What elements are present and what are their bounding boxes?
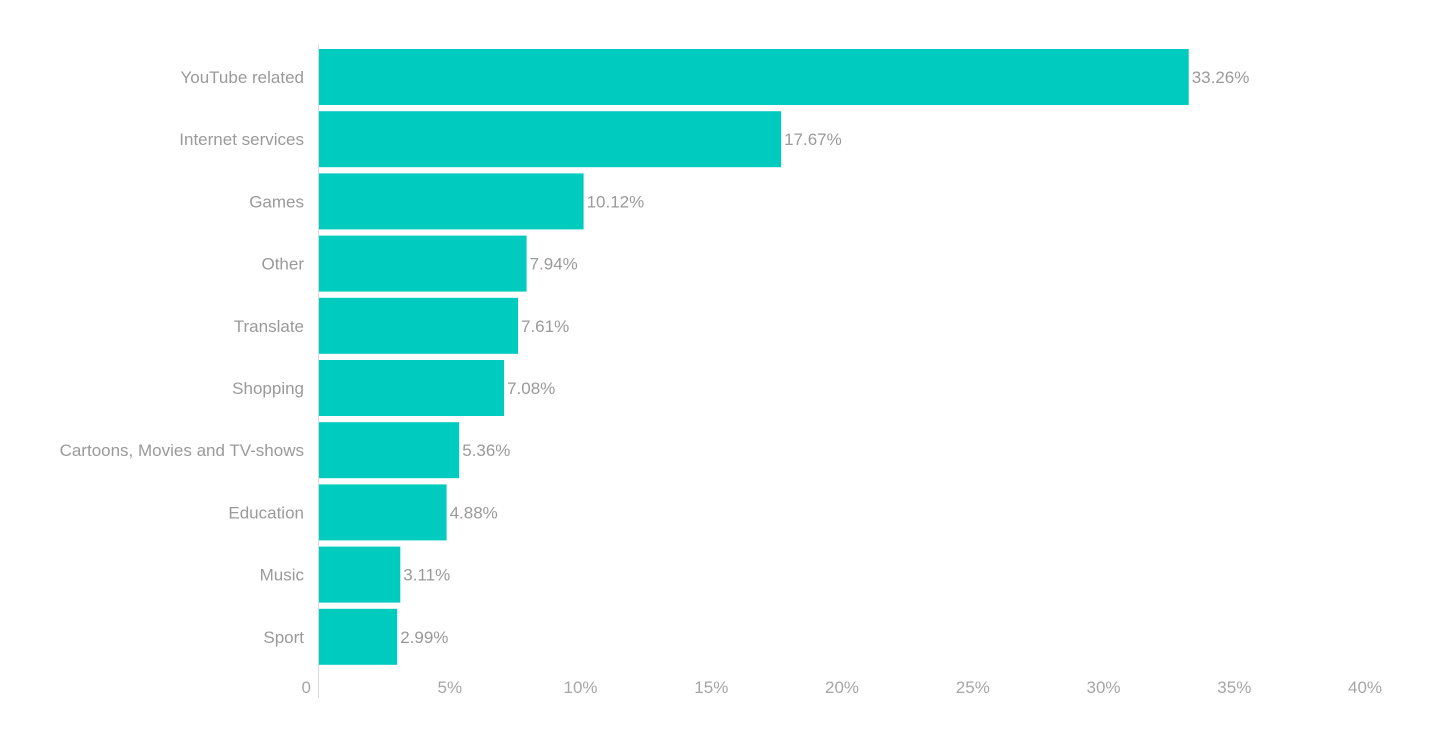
- category-label: YouTube related: [180, 68, 304, 87]
- bars-group: [319, 49, 1189, 665]
- x-tick-label: 15%: [694, 678, 728, 697]
- category-label: Translate: [234, 317, 304, 336]
- x-tick-label: 30%: [1086, 678, 1120, 697]
- x-tick-label: 10%: [563, 678, 597, 697]
- data-label: 7.94%: [530, 255, 578, 274]
- category-label: Cartoons, Movies and TV-shows: [60, 441, 304, 460]
- data-label: 33.26%: [1192, 68, 1250, 87]
- x-tick-label: 40%: [1348, 678, 1382, 697]
- category-label: Sport: [263, 628, 304, 647]
- category-label: Education: [228, 503, 304, 522]
- category-label: Shopping: [232, 379, 304, 398]
- x-axis-ticks: 0 5% 10% 15% 20% 25% 30% 35% 40%: [302, 678, 1382, 697]
- bar: [319, 608, 398, 665]
- data-label: 5.36%: [462, 441, 510, 460]
- bar: [319, 49, 1189, 105]
- x-tick-label: 0: [302, 678, 311, 697]
- bar: [319, 484, 447, 541]
- bar: [319, 422, 460, 479]
- data-label: 4.88%: [450, 503, 498, 522]
- bar: [319, 297, 518, 354]
- bar: [319, 546, 401, 603]
- bar: [319, 235, 527, 292]
- data-label: 7.61%: [521, 317, 569, 336]
- data-label: 2.99%: [400, 628, 448, 647]
- category-label: Internet services: [179, 130, 304, 149]
- x-tick-label: 20%: [825, 678, 859, 697]
- x-tick-label: 5%: [438, 678, 463, 697]
- category-label: Games: [249, 192, 304, 211]
- data-labels: 33.26% 17.67% 10.12% 7.94% 7.61% 7.08% 5.36% 4.…: [400, 68, 1249, 647]
- x-tick-label: 25%: [956, 678, 990, 697]
- data-label: 10.12%: [587, 192, 645, 211]
- category-label: Music: [260, 566, 305, 585]
- data-label: 7.08%: [507, 379, 555, 398]
- bar: [319, 173, 584, 230]
- category-label: Other: [261, 255, 304, 274]
- bar: [319, 360, 505, 416]
- x-tick-label: 35%: [1217, 678, 1251, 697]
- data-label: 17.67%: [784, 130, 842, 149]
- category-labels: YouTube related Internet services Games Oth…: [60, 68, 305, 647]
- bar: [319, 111, 782, 168]
- data-label: 3.11%: [403, 566, 450, 585]
